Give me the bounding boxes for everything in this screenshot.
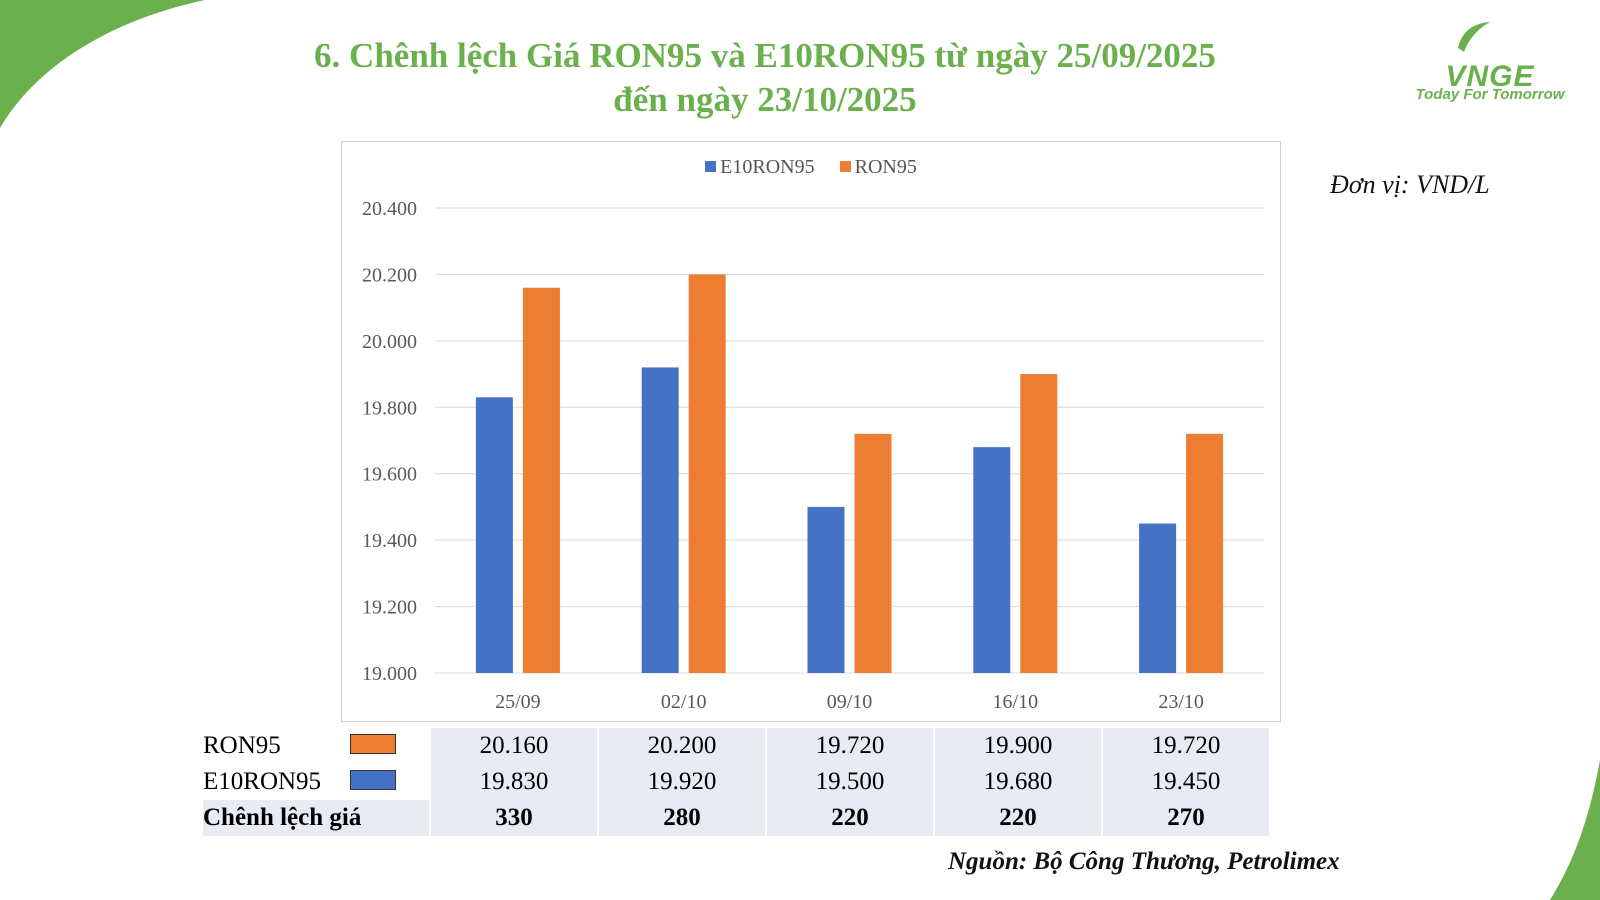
row-label-price-difference: Chênh lệch giá [203,800,430,836]
logo-text: VNGE [1445,60,1535,93]
y-tick-label: 20.200 [362,264,417,286]
legend-item-ron95: RON95 [839,156,917,179]
row-label-ron95: RON95 [203,728,430,764]
unit-label: Đơn vị: VND/L [1330,170,1490,199]
table-cell: 220 [765,800,934,836]
legend-label-ron95: RON95 [854,156,917,178]
x-tick-label: 16/10 [993,691,1039,713]
bar-e10ron95-25-09 [475,397,513,673]
legend-label-e10ron95: E10RON95 [720,156,815,178]
title-line-2: đến ngày 23/10/2025 [613,80,917,119]
table-cell: 19.720 [1101,728,1269,764]
y-tick-label: 19.800 [362,397,417,419]
page-title: 6. Chênh lệch Giá RON95 và E10RON95 từ n… [0,34,1530,122]
source-note: Nguồn: Bộ Công Thương, Petrolimex [948,848,1340,875]
y-tick-label: 20.400 [362,198,417,220]
x-tick-label: 09/10 [827,691,873,713]
row-label-text: E10RON95 [203,768,322,795]
table-row-price-difference: Chênh lệch giá 330 280 220 220 270 [203,800,1269,836]
bar-ron95-09-10 [854,433,892,673]
bar-ron95-16-10 [1020,374,1058,673]
chart-legend: E10RON95 RON95 [342,156,1280,179]
bar-e10ron95-23-10 [1139,523,1177,673]
table-cell: 20.160 [429,728,598,764]
logo-tagline: Today For Tomorrow [1415,86,1565,103]
bar-ron95-25-09 [522,287,560,673]
table-cell: 220 [933,800,1102,836]
data-table: RON95 20.160 20.200 19.720 19.900 19.720… [203,728,1269,836]
bar-e10ron95-02-10 [641,367,679,673]
y-tick-label: 19.600 [362,464,417,486]
table-row-e10ron95: E10RON95 19.830 19.920 19.500 19.680 19.… [203,764,1269,800]
table-cell: 280 [597,800,766,836]
row-label-e10ron95: E10RON95 [203,764,430,800]
vnge-logo: VNGE Today For Tomorrow [1400,20,1580,110]
table-cell: 19.830 [429,764,598,800]
table-cell: 19.450 [1101,764,1269,800]
legend-swatch-ron95 [839,161,851,172]
y-tick-label: 19.400 [362,530,417,552]
y-tick-label: 19.000 [362,663,417,685]
bar-ron95-02-10 [688,274,726,673]
table-cell: 19.500 [765,764,934,800]
x-tick-label: 02/10 [661,691,707,713]
table-cell: 20.200 [597,728,766,764]
swatch-ron95 [350,734,396,754]
swatch-e10ron95 [350,770,396,790]
corner-decoration-top-left [0,0,205,128]
table-cell: 19.680 [933,764,1102,800]
chart-area: E10RON95 RON95 19.000 19.200 19.400 19.600 1… [341,141,1281,722]
legend-item-e10ron95: E10RON95 [705,156,815,179]
y-tick-label: 20.000 [362,331,417,353]
title-line-1: 6. Chênh lệch Giá RON95 và E10RON95 từ n… [314,36,1216,75]
legend-swatch-e10ron95 [705,161,717,172]
table-cell: 330 [429,800,598,836]
logo-leaf-icon [1458,22,1490,52]
table-cell: 19.900 [933,728,1102,764]
table-row-ron95: RON95 20.160 20.200 19.720 19.900 19.720 [203,728,1269,764]
x-tick-label: 23/10 [1158,691,1204,713]
bar-ron95-23-10 [1186,433,1224,673]
corner-decoration-bottom-right [1550,760,1600,900]
y-tick-label: 19.200 [362,597,417,619]
table-cell: 270 [1101,800,1269,836]
bar-chart: 19.000 19.200 19.400 19.600 19.800 20.000 20.2… [362,198,1264,713]
x-tick-label: 25/09 [495,691,541,713]
row-label-text: RON95 [203,732,281,759]
bar-e10ron95-16-10 [973,447,1011,673]
table-cell: 19.920 [597,764,766,800]
table-cell: 19.720 [765,728,934,764]
bar-e10ron95-09-10 [807,506,845,673]
